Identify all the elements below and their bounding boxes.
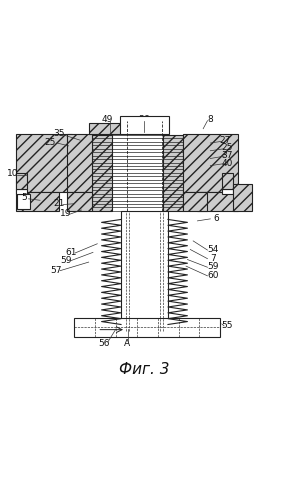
Bar: [121, 211, 168, 331]
Bar: [67, 192, 92, 211]
Text: 49: 49: [102, 115, 113, 124]
Bar: [120, 116, 169, 134]
Text: 60: 60: [208, 271, 219, 280]
Bar: [183, 134, 238, 192]
Text: 55: 55: [222, 321, 233, 330]
Bar: [183, 192, 208, 211]
Text: 35: 35: [53, 129, 64, 138]
Text: 37: 37: [222, 151, 233, 160]
Bar: [222, 189, 233, 194]
Text: 57: 57: [50, 265, 62, 274]
Text: 6: 6: [213, 214, 219, 223]
Bar: [163, 135, 183, 211]
Bar: [222, 173, 233, 189]
Text: 8: 8: [208, 115, 213, 124]
Bar: [233, 184, 252, 211]
Bar: [74, 318, 220, 337]
Text: A: A: [124, 339, 130, 348]
Bar: [16, 134, 71, 192]
Text: 27: 27: [219, 136, 230, 145]
Text: 59: 59: [208, 262, 219, 271]
Text: 36: 36: [139, 115, 150, 124]
Text: 56: 56: [99, 339, 110, 348]
Bar: [16, 173, 27, 189]
Bar: [67, 134, 92, 192]
Bar: [16, 192, 59, 211]
Text: 25: 25: [44, 138, 56, 147]
Text: 21: 21: [53, 199, 64, 208]
Bar: [92, 135, 112, 211]
Text: 61: 61: [66, 248, 77, 257]
Bar: [16, 189, 27, 194]
Text: 25: 25: [222, 143, 233, 152]
Text: 54: 54: [208, 245, 219, 254]
Bar: [17, 194, 30, 210]
Text: 7: 7: [210, 253, 216, 262]
Bar: [89, 123, 166, 134]
Bar: [197, 192, 238, 211]
Text: 5: 5: [21, 194, 27, 203]
Text: 40: 40: [222, 159, 233, 168]
Text: Фиг. 3: Фиг. 3: [119, 362, 170, 377]
Text: 10: 10: [7, 169, 18, 178]
Text: 59: 59: [60, 256, 72, 265]
Text: 19: 19: [60, 209, 72, 218]
